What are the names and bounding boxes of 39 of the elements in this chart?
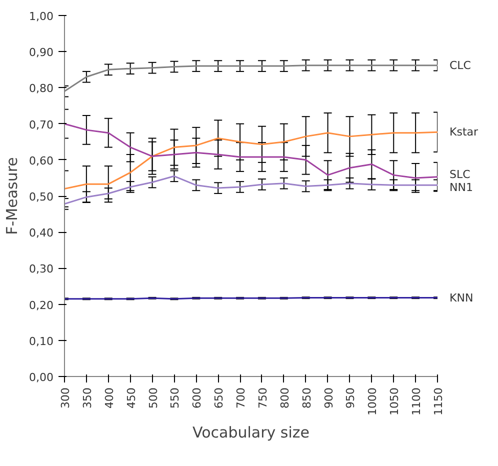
- line-series: [64, 175, 438, 205]
- y-axis-title: F-Measure: [3, 157, 22, 235]
- series-label: KNN: [450, 291, 474, 304]
- x-tick-label: 850: [300, 387, 314, 408]
- x-tick-label: 350: [80, 387, 94, 408]
- series-label: SLC: [450, 168, 471, 182]
- y-tick-label: 0,40: [29, 226, 54, 240]
- series-label: NN1: [450, 181, 473, 194]
- y-tick-label: 0,00: [29, 371, 54, 384]
- x-tick-label: 450: [124, 387, 138, 408]
- x-tick-label: 1100: [410, 387, 424, 416]
- line-series: [64, 123, 438, 179]
- x-tick-label: 300: [59, 387, 72, 408]
- y-tick-label: 0,20: [29, 298, 54, 312]
- y-tick-label: 1,00: [29, 10, 54, 23]
- series-label: CLC: [450, 58, 472, 72]
- y-tick-label: 0,80: [29, 82, 54, 96]
- x-tick-label: 550: [168, 387, 182, 408]
- x-tick-label: 700: [234, 387, 248, 408]
- x-tick-label: 650: [212, 387, 226, 408]
- y-tick-label: 0,50: [29, 190, 54, 204]
- y-tick-label: 0,60: [29, 154, 54, 168]
- y-tick-label: 0,10: [29, 334, 54, 348]
- y-tick-label: 0,30: [29, 262, 54, 276]
- x-tick-label: 400: [102, 387, 116, 408]
- y-tick-label: 0,70: [29, 118, 54, 132]
- x-tick-label: 900: [322, 387, 336, 408]
- x-tick-label: 800: [278, 387, 292, 408]
- series-label: Kstar: [450, 126, 478, 139]
- x-tick-label: 600: [190, 387, 204, 408]
- x-tick-label: 1000: [366, 387, 380, 416]
- x-tick-label: 1050: [388, 387, 402, 416]
- y-tick-label: 0,90: [29, 46, 54, 60]
- x-tick-label: 950: [344, 387, 358, 408]
- x-axis-title: Vocabulary size: [192, 423, 310, 442]
- x-tick-label: 1150: [432, 387, 445, 416]
- x-tick-label: 500: [146, 387, 160, 408]
- x-tick-label: 750: [256, 387, 270, 408]
- line-series: [64, 131, 438, 190]
